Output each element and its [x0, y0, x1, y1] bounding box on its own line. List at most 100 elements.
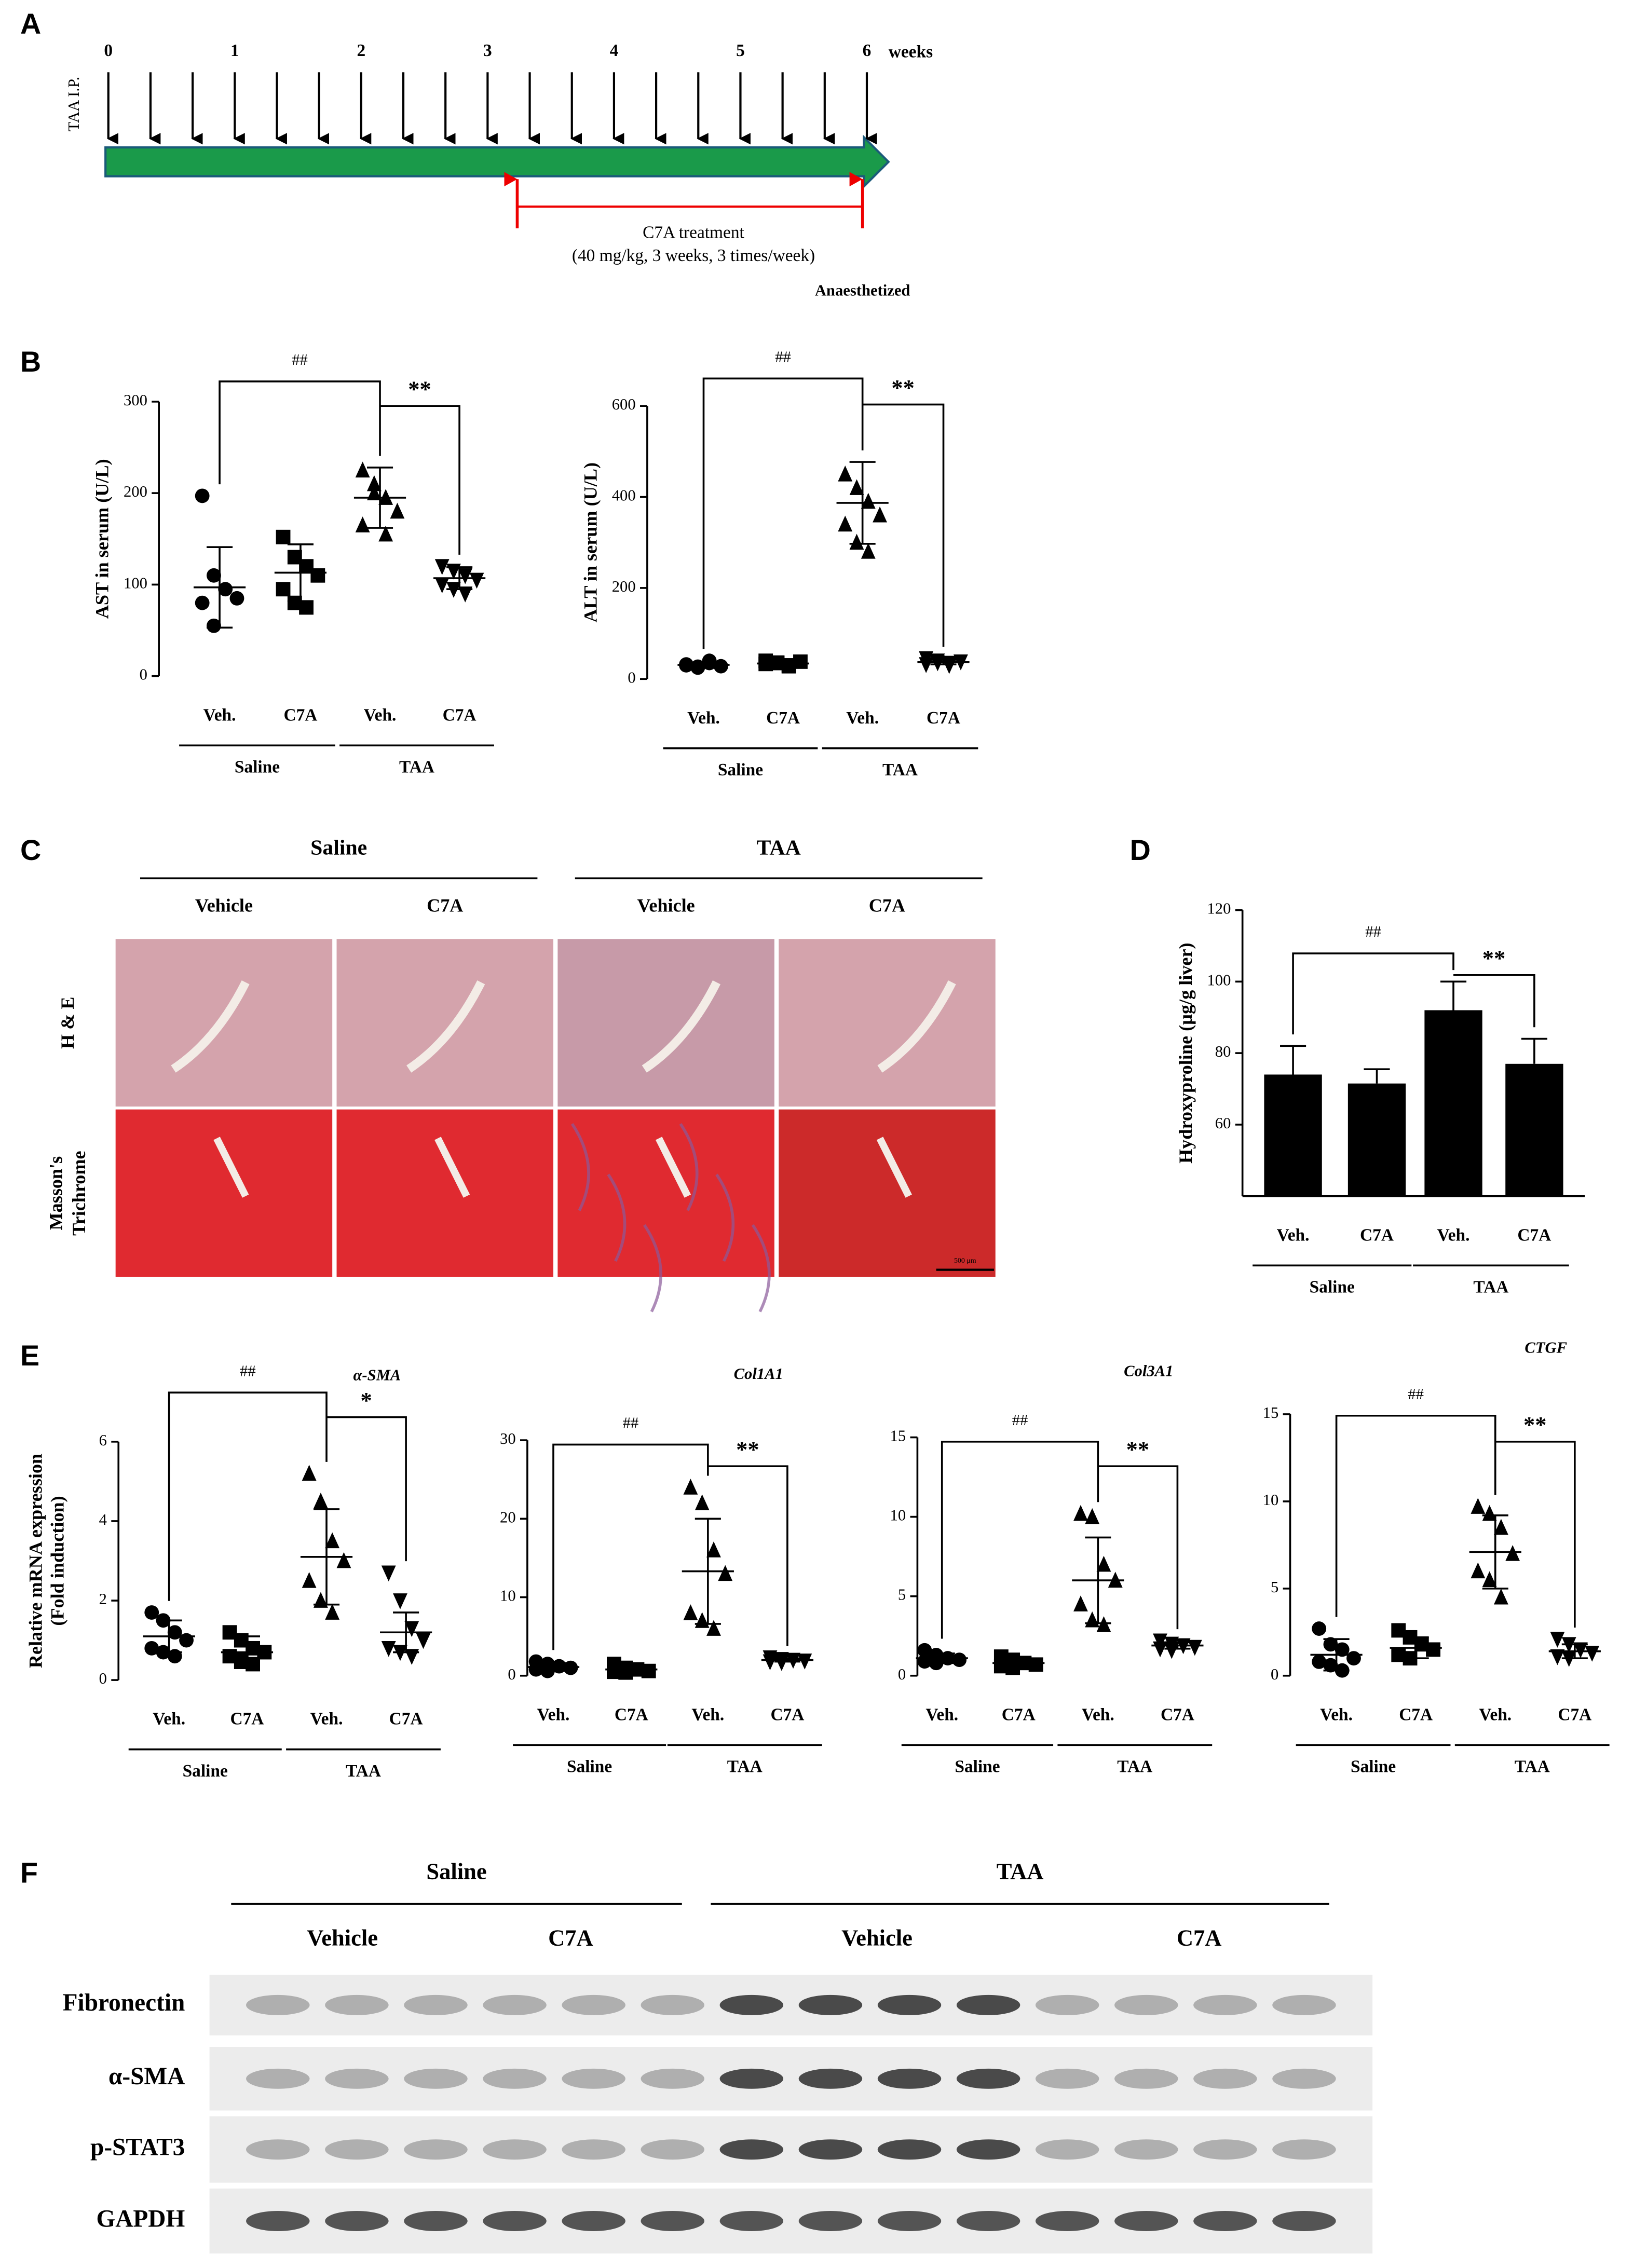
point [390, 502, 405, 519]
point [469, 572, 484, 589]
point [144, 1641, 159, 1656]
band [1114, 1994, 1178, 2015]
band [1114, 2210, 1178, 2231]
band [246, 2210, 310, 2231]
endpoint-label: Anaesthetized [815, 281, 910, 299]
significance: ## [775, 348, 791, 365]
y-tick-label: 20 [500, 1508, 516, 1526]
chart-title: Col1A1 [734, 1365, 783, 1383]
significance: ## [1408, 1385, 1424, 1403]
band [483, 2139, 547, 2160]
panel-label: C [20, 834, 41, 866]
x-tick-label: Veh. [1437, 1225, 1470, 1245]
panel-label: E [20, 1340, 39, 1372]
histology: Saline TAA Vehicle C7A Vehicle C7A H & E Masson… [46, 836, 996, 1313]
bar [1424, 1010, 1482, 1196]
point [404, 1621, 419, 1637]
band [798, 2068, 863, 2089]
point [393, 1593, 407, 1609]
group-label: TAA [1117, 1757, 1152, 1777]
y-tick-label: 10 [890, 1507, 906, 1524]
x-tick-label: Veh. [846, 708, 879, 728]
error-bar [690, 661, 717, 668]
panel-label: F [20, 1857, 38, 1889]
he-image [779, 939, 996, 1107]
western-blot: Saline TAA Vehicle C7A Vehicle C7A Fibronectin… [63, 1858, 1373, 2254]
injection-arrows [106, 72, 877, 145]
he-image [557, 939, 774, 1107]
band [246, 2068, 310, 2089]
band [483, 1994, 547, 2015]
group-label: Saline [718, 760, 763, 780]
y-tick-label: 15 [1263, 1404, 1279, 1422]
blot-strip [209, 2116, 1373, 2183]
treatment-label: C7A [1177, 1924, 1222, 1950]
point [355, 461, 370, 477]
y-axis-label: AST in serum (U/L) [92, 459, 113, 619]
band [404, 2068, 468, 2089]
group-label: Saline [426, 1858, 486, 1884]
point [838, 515, 853, 532]
y-tick-label: 400 [612, 487, 636, 504]
significance: ## [240, 1362, 256, 1379]
bracket [1495, 1441, 1576, 1628]
treatment-label: C7A [548, 1924, 593, 1950]
band [956, 1994, 1020, 2015]
band [1193, 2068, 1257, 2089]
point [1335, 1642, 1350, 1657]
band [1272, 2210, 1336, 2231]
point [683, 1604, 698, 1620]
row-label: p-STAT3 [90, 2134, 185, 2161]
group-label: TAA [997, 1858, 1044, 1884]
point [1187, 1639, 1202, 1656]
significance: ## [1012, 1411, 1028, 1429]
x-tick-label: Veh. [1479, 1705, 1512, 1724]
point [366, 484, 382, 501]
fibrosis [679, 1123, 699, 1211]
vessel [434, 1137, 470, 1198]
y-tick-label: 10 [1263, 1491, 1279, 1509]
y-tick-label: 0 [628, 668, 635, 686]
fibrosis [643, 1224, 662, 1313]
error-bar [770, 661, 796, 666]
bracket [168, 1391, 328, 1601]
band [325, 2139, 389, 2160]
trichrome-image [779, 1109, 996, 1277]
point [706, 1620, 721, 1636]
treatment-label: Vehicle [307, 1924, 378, 1950]
band [956, 2210, 1020, 2231]
point [434, 559, 450, 575]
band [483, 2210, 547, 2231]
error-bar [540, 1662, 567, 1672]
point [1471, 1498, 1486, 1514]
point [695, 1494, 710, 1510]
scale-label: 500 μm [954, 1257, 976, 1265]
point [1482, 1571, 1497, 1587]
group-label: Saline [955, 1757, 1000, 1777]
point [683, 1479, 698, 1495]
significance: * [360, 1387, 372, 1413]
trichrome-image [336, 1109, 554, 1277]
y-tick-label: 10 [500, 1587, 516, 1605]
bracket [326, 1416, 407, 1562]
bracket [702, 377, 864, 649]
y-tick-label: 80 [1215, 1043, 1231, 1060]
band [877, 2210, 942, 2231]
band [1114, 2139, 1178, 2160]
week-label: 3 [483, 41, 492, 60]
band [1193, 2139, 1257, 2160]
error-bar [1440, 980, 1467, 1010]
group-label: TAA [882, 760, 918, 780]
band [798, 1994, 863, 2015]
point [434, 577, 450, 594]
point [1312, 1621, 1327, 1636]
he-image [336, 939, 554, 1107]
point [861, 493, 876, 509]
point [919, 657, 934, 673]
dose-label: (40 mg/kg, 3 weeks, 3 times/week) [572, 246, 815, 265]
y-tick-label: 2 [99, 1590, 107, 1608]
point [952, 1652, 967, 1668]
significance: ** [891, 375, 915, 401]
significance: ## [623, 1414, 639, 1431]
blot-strip [209, 2047, 1373, 2111]
